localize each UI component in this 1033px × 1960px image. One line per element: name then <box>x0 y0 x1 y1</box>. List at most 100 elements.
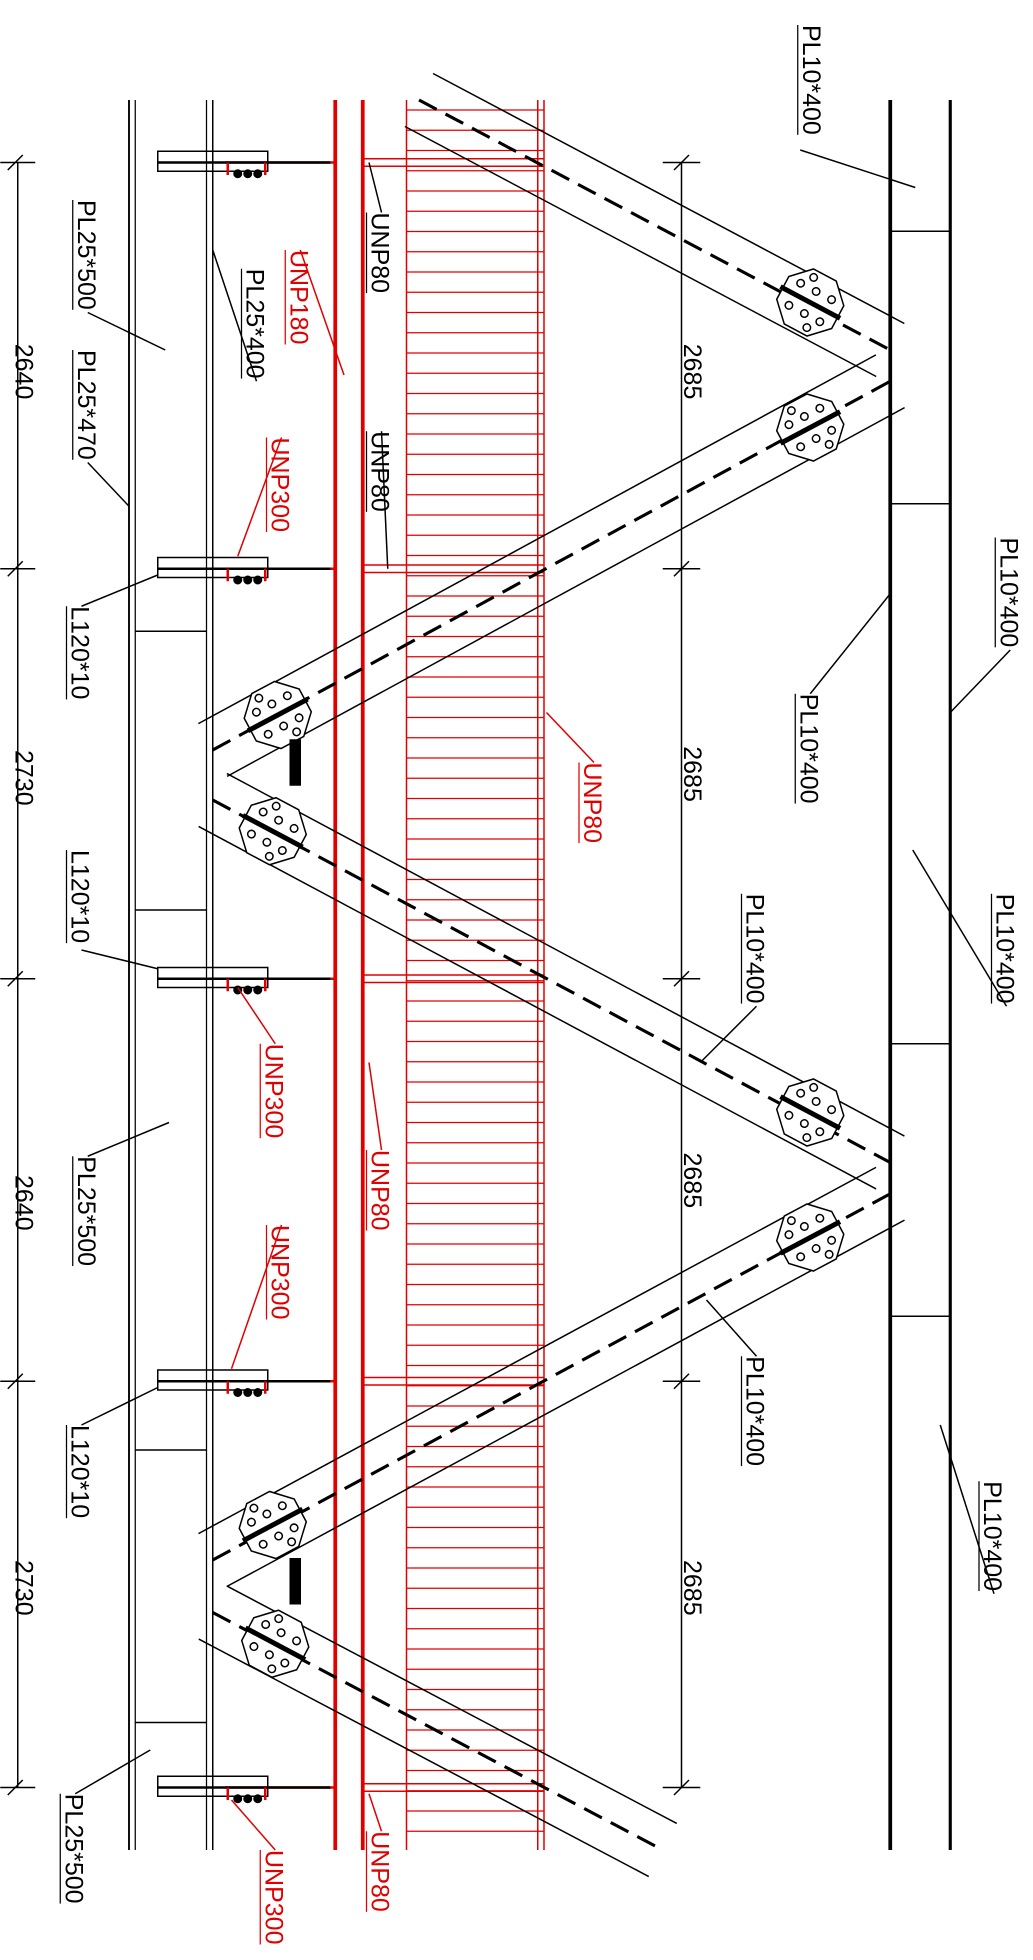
leader <box>705 1299 758 1357</box>
dim-tick <box>7 1373 24 1390</box>
brace-edge <box>226 772 905 1137</box>
leader <box>87 1121 170 1157</box>
bolt-hole <box>282 691 292 701</box>
bolt-hole <box>263 729 273 739</box>
dim-tick <box>7 970 24 987</box>
member-label: L120*10 <box>66 1425 94 1518</box>
annotations: PL10*400 PL10*400 PL10*400 PL10*400 PL10*400… <box>9 25 1022 1945</box>
member-label: PL10*400 <box>797 25 825 135</box>
bolt-hole <box>796 442 806 452</box>
bolt-hole <box>264 1650 274 1660</box>
bolt <box>253 1388 263 1397</box>
member-label: UNP180 <box>284 250 312 345</box>
bolt <box>243 1388 253 1397</box>
leader <box>299 249 345 376</box>
bolt-hole <box>784 1110 794 1120</box>
dimension: 2685 <box>678 746 706 802</box>
bolt-hole <box>796 1088 806 1098</box>
member-label: UNP300 <box>259 1044 287 1139</box>
bolt <box>243 575 253 585</box>
dimension: 2685 <box>678 344 706 400</box>
dimension: 2685 <box>678 1560 706 1616</box>
bolt-hole <box>292 1636 302 1646</box>
gusset-axis <box>246 696 309 734</box>
bolt-hole <box>799 1221 809 1231</box>
bolt <box>253 985 263 995</box>
bolt-hole <box>254 693 264 703</box>
bolt-hole <box>292 727 302 737</box>
unp-section <box>226 1381 267 1394</box>
bolt-hole <box>786 1216 796 1226</box>
gusset <box>775 1203 845 1272</box>
bolt-hole <box>274 815 284 825</box>
bolt <box>233 1794 243 1804</box>
bolt-hole <box>815 1213 825 1223</box>
bolt-hole <box>815 317 825 327</box>
leader <box>237 437 283 557</box>
bolt-hole <box>258 1539 268 1549</box>
bolt-hole <box>827 1235 837 1245</box>
bolt-hole <box>827 295 837 305</box>
brace-axis <box>212 379 891 752</box>
unp-section <box>226 1787 267 1800</box>
member-label: PL10*400 <box>741 894 769 1004</box>
gusset <box>243 680 313 750</box>
bolt-hole <box>809 1082 819 1092</box>
bolt-hole <box>815 403 825 413</box>
bolt-hole <box>246 829 256 839</box>
brace-edge <box>198 825 877 1190</box>
brace-edge <box>198 354 877 725</box>
member-label: UNP80 <box>578 763 606 844</box>
bolt <box>233 169 243 179</box>
brace-axis <box>212 1611 664 1852</box>
member-label: PL25*470 <box>72 350 100 460</box>
bolt <box>253 169 263 179</box>
leader <box>212 249 258 382</box>
bolt-hole <box>784 300 794 310</box>
bolt-hole <box>796 278 806 288</box>
member-label: PL10*400 <box>994 538 1022 648</box>
gusset-axis <box>241 1506 304 1544</box>
bolt-hole <box>249 1642 259 1652</box>
leader <box>809 593 891 695</box>
leader <box>545 711 595 764</box>
bolt-hole <box>271 801 281 811</box>
bolt-hole <box>799 1119 809 1129</box>
leader <box>230 1224 283 1369</box>
brace-edge <box>198 1166 877 1535</box>
gusset <box>238 1490 308 1560</box>
member-label: UNP80 <box>366 431 394 512</box>
leader <box>87 311 166 351</box>
gusset-axis <box>779 409 842 446</box>
brace-axis <box>212 1192 891 1562</box>
gusset-axis <box>244 1625 307 1662</box>
bolt-hole <box>827 1105 837 1115</box>
bolt <box>233 1388 243 1397</box>
bolt-hole <box>796 1252 806 1262</box>
leader <box>368 1793 383 1832</box>
bolt <box>243 985 253 995</box>
bolt-hole <box>799 309 809 319</box>
bolt-hole <box>799 411 809 421</box>
gusset-axis <box>779 1094 842 1131</box>
splice-plate <box>289 739 301 786</box>
member-label: UNP80 <box>366 1150 394 1231</box>
bolt-hole <box>280 1658 290 1668</box>
bolt-hole <box>784 1230 794 1240</box>
bolt-hole <box>827 425 837 435</box>
bolt-hole <box>811 434 821 444</box>
leader <box>87 461 130 507</box>
gusset <box>775 268 845 337</box>
bolt-hole <box>274 1614 284 1624</box>
bolt <box>233 985 243 995</box>
bolt-hole <box>809 272 819 282</box>
leader <box>368 162 383 213</box>
leader <box>230 1799 276 1851</box>
gusset <box>775 1078 845 1147</box>
bolt-hole <box>277 846 287 856</box>
gusset-axis <box>779 1219 842 1256</box>
bolt-hole <box>277 1501 287 1511</box>
member-label: UNP300 <box>266 438 294 533</box>
